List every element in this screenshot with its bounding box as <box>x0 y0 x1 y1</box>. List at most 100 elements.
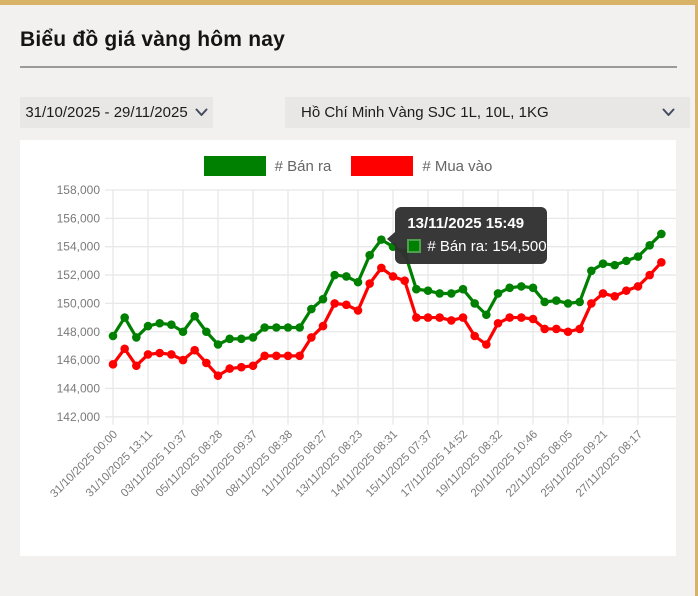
data-point[interactable] <box>260 351 269 361</box>
product-dropdown[interactable]: Hồ Chí Minh Vàng SJC 1L, 10L, 1KG <box>285 97 690 128</box>
data-point[interactable] <box>377 235 386 244</box>
data-point[interactable] <box>517 282 526 291</box>
data-point[interactable] <box>657 229 666 239</box>
data-point[interactable] <box>423 286 433 295</box>
data-point[interactable] <box>155 318 164 328</box>
data-point[interactable] <box>213 340 223 349</box>
data-point[interactable] <box>563 327 573 337</box>
data-point[interactable] <box>167 320 176 329</box>
data-point[interactable] <box>155 348 164 358</box>
data-point[interactable] <box>120 344 129 354</box>
data-point[interactable] <box>178 327 188 337</box>
data-point[interactable] <box>342 300 351 310</box>
data-point[interactable] <box>400 276 409 286</box>
data-point[interactable] <box>528 283 538 293</box>
data-point[interactable] <box>143 350 153 359</box>
data-point[interactable] <box>657 257 666 267</box>
data-point[interactable] <box>598 289 608 298</box>
data-point[interactable] <box>528 314 538 324</box>
data-point[interactable] <box>447 289 456 298</box>
price-chart[interactable]: 158,000 156,000 154,000 152,000 150,000 148,0… <box>20 140 676 556</box>
data-point[interactable] <box>353 277 363 287</box>
data-point[interactable] <box>202 358 211 368</box>
x-axis-label: 15/11/2025 07:37 <box>364 428 435 499</box>
data-point[interactable] <box>540 297 549 307</box>
data-point[interactable] <box>610 260 619 270</box>
data-point[interactable] <box>540 324 549 334</box>
data-point[interactable] <box>633 252 643 261</box>
data-point[interactable] <box>458 284 468 294</box>
data-point[interactable] <box>120 313 129 322</box>
data-point[interactable] <box>213 371 223 380</box>
data-point[interactable] <box>458 313 468 322</box>
data-point[interactable] <box>587 299 596 308</box>
data-point[interactable] <box>470 299 479 308</box>
data-point[interactable] <box>435 289 444 298</box>
data-point[interactable] <box>505 313 514 322</box>
data-point[interactable] <box>190 311 199 321</box>
data-point[interactable] <box>353 306 363 315</box>
data-point[interactable] <box>388 272 398 281</box>
data-point[interactable] <box>493 289 503 298</box>
data-point[interactable] <box>318 321 328 331</box>
data-point[interactable] <box>552 324 561 334</box>
data-point[interactable] <box>470 331 479 341</box>
data-point[interactable] <box>272 323 281 332</box>
data-point[interactable] <box>272 351 281 361</box>
data-point[interactable] <box>283 351 293 361</box>
data-point[interactable] <box>622 256 631 266</box>
data-point[interactable] <box>633 282 643 291</box>
data-point[interactable] <box>482 340 491 349</box>
data-point[interactable] <box>517 313 526 322</box>
data-point[interactable] <box>505 283 514 293</box>
data-point[interactable] <box>342 272 351 281</box>
data-point[interactable] <box>318 294 328 304</box>
data-point[interactable] <box>610 292 619 301</box>
data-point[interactable] <box>108 331 118 341</box>
data-point[interactable] <box>482 310 491 320</box>
data-point[interactable] <box>202 327 211 337</box>
data-point[interactable] <box>423 313 433 322</box>
data-point[interactable] <box>283 323 293 332</box>
data-point[interactable] <box>330 299 339 308</box>
data-point[interactable] <box>237 334 246 344</box>
data-point[interactable] <box>412 313 421 322</box>
data-point[interactable] <box>225 364 234 373</box>
data-point[interactable] <box>248 333 258 342</box>
data-point[interactable] <box>377 263 386 273</box>
data-point[interactable] <box>435 313 444 322</box>
data-point[interactable] <box>622 286 631 295</box>
data-point[interactable] <box>132 333 141 342</box>
data-point[interactable] <box>575 297 584 307</box>
data-point[interactable] <box>587 266 596 276</box>
data-point[interactable] <box>575 324 584 334</box>
data-point[interactable] <box>365 250 374 260</box>
data-point[interactable] <box>598 259 608 269</box>
data-point[interactable] <box>237 362 246 372</box>
data-point[interactable] <box>645 240 654 250</box>
legend-item-mua-vao[interactable]: # Mua vào <box>351 156 492 176</box>
data-point[interactable] <box>330 270 339 280</box>
data-point[interactable] <box>295 323 304 332</box>
date-range-dropdown[interactable]: 31/10/2025 - 29/11/2025 <box>20 97 213 128</box>
data-point[interactable] <box>493 318 503 328</box>
data-point[interactable] <box>190 345 199 355</box>
data-point[interactable] <box>178 355 188 365</box>
data-point[interactable] <box>143 321 153 331</box>
data-point[interactable] <box>552 296 561 305</box>
data-point[interactable] <box>365 279 374 288</box>
data-point[interactable] <box>295 351 304 361</box>
data-point[interactable] <box>132 361 141 371</box>
data-point[interactable] <box>260 323 269 332</box>
data-point[interactable] <box>447 316 456 325</box>
data-point[interactable] <box>563 299 573 308</box>
data-point[interactable] <box>225 334 234 344</box>
data-point[interactable] <box>307 304 316 314</box>
data-point[interactable] <box>167 350 176 359</box>
data-point[interactable] <box>248 361 258 371</box>
data-point[interactable] <box>645 270 654 280</box>
data-point[interactable] <box>412 284 421 294</box>
data-point[interactable] <box>307 333 316 342</box>
legend-item-ban-ra[interactable]: # Bán ra <box>203 156 331 176</box>
data-point[interactable] <box>108 360 118 369</box>
